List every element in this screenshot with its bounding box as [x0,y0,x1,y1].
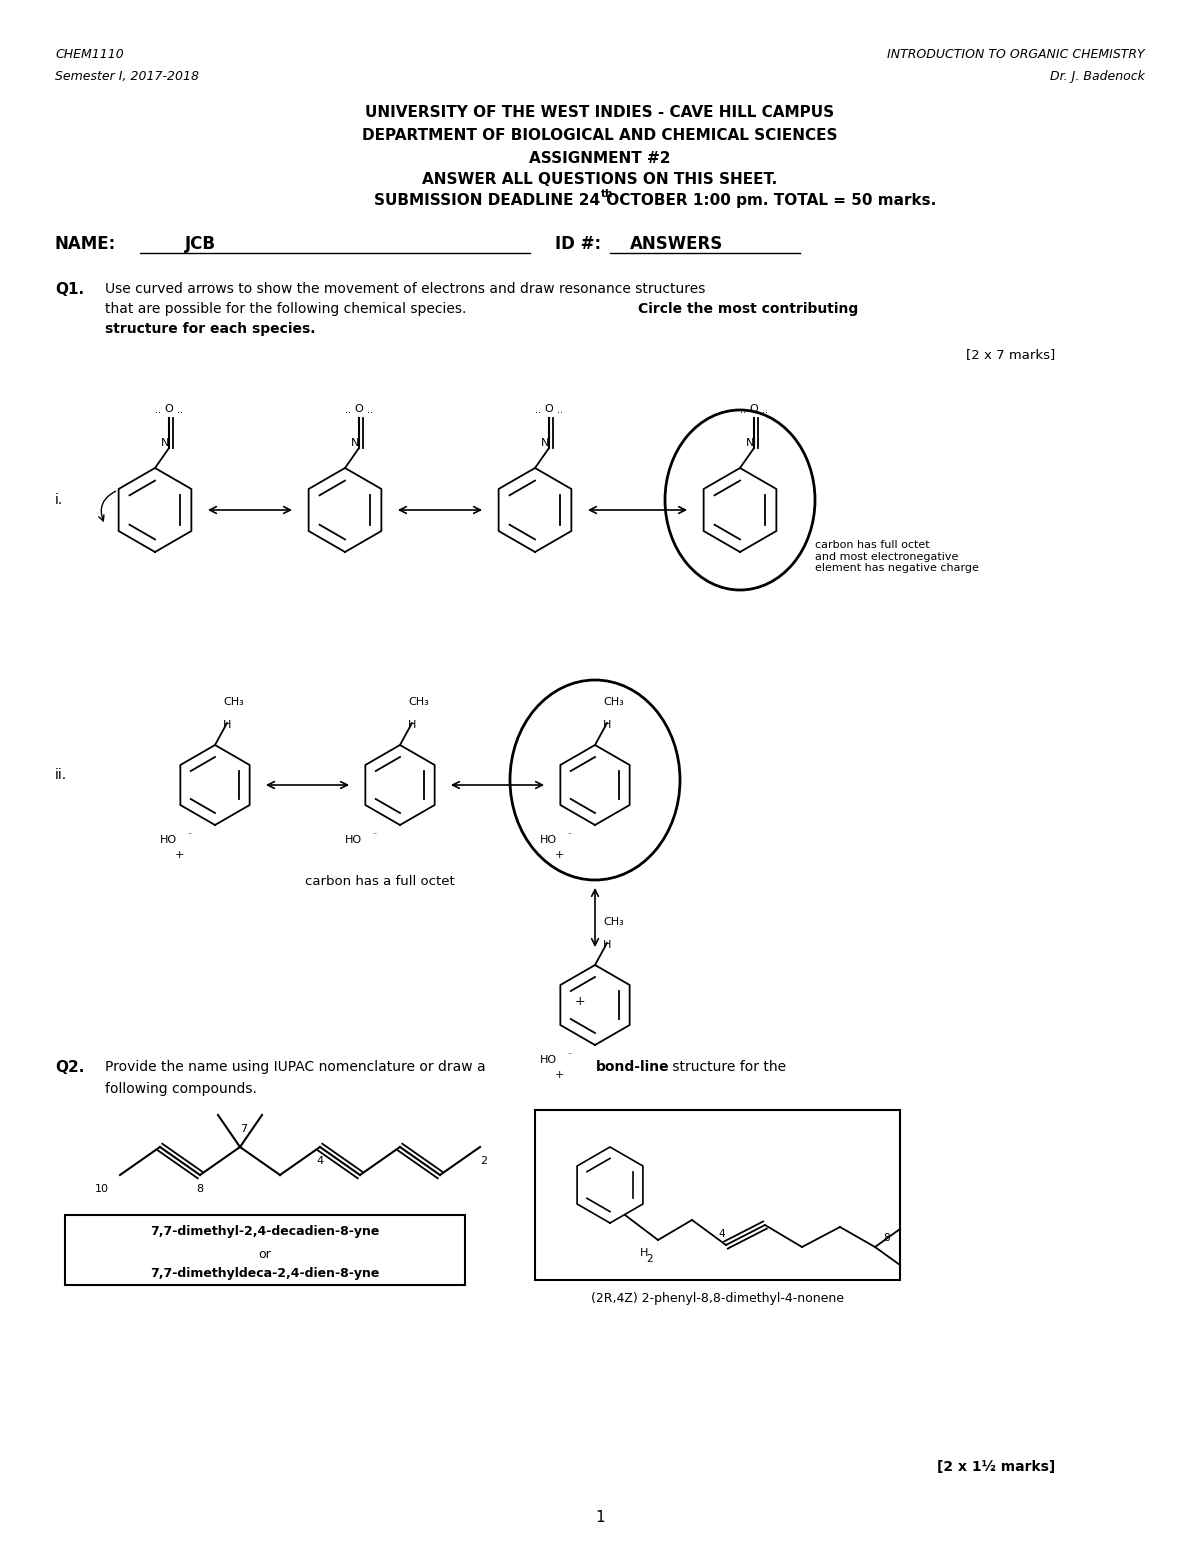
Text: 2: 2 [480,1155,487,1166]
Text: ··: ·· [557,408,563,418]
Text: Q2.: Q2. [55,1061,84,1075]
Text: ASSIGNMENT #2: ASSIGNMENT #2 [529,151,671,166]
Text: JCB: JCB [185,235,216,253]
Text: CH₃: CH₃ [223,697,244,707]
Text: UNIVERSITY OF THE WEST INDIES - CAVE HILL CAMPUS: UNIVERSITY OF THE WEST INDIES - CAVE HIL… [366,106,834,120]
Text: structure for the: structure for the [668,1061,786,1075]
Text: ··: ·· [372,829,377,839]
Text: CH₃: CH₃ [604,916,624,927]
Text: ··: ·· [740,408,746,418]
Text: Dr. J. Badenock: Dr. J. Badenock [1050,70,1145,82]
Bar [65,1214,466,1284]
Text: ··: ·· [535,408,541,418]
Text: 4: 4 [718,1228,725,1239]
Text: 4: 4 [317,1155,324,1166]
Text: [2 x 7 marks]: [2 x 7 marks] [966,348,1055,360]
Text: ··: ·· [367,408,373,418]
Text: 10: 10 [95,1183,109,1194]
Text: carbon has full octet
and most electronegative
element has negative charge: carbon has full octet and most electrone… [815,540,979,573]
Text: Circle the most contributing: Circle the most contributing [638,301,858,315]
Text: ANSWERS: ANSWERS [630,235,724,253]
Text: Provide the name using IUPAC nomenclature or draw a: Provide the name using IUPAC nomenclatur… [106,1061,490,1075]
Text: following compounds.: following compounds. [106,1082,257,1096]
Text: O: O [544,404,553,415]
Text: ··: ·· [187,829,192,839]
Text: CHEM1110: CHEM1110 [55,48,124,61]
Text: H: H [604,721,611,730]
Text: N: N [541,438,550,447]
Text: N: N [352,438,359,447]
Text: ··: ·· [568,829,572,839]
Text: ··: ·· [568,1050,572,1059]
Text: that are possible for the following chemical species.: that are possible for the following chem… [106,301,470,315]
Text: SUBMISSION DEADLINE 24: SUBMISSION DEADLINE 24 [374,193,600,208]
Text: H: H [640,1249,648,1258]
Text: H: H [223,721,232,730]
Text: 8: 8 [883,1233,889,1242]
Text: ··: ·· [155,408,161,418]
Text: +: + [175,849,185,860]
Text: +: + [575,995,586,1008]
Text: (2R,4Z) 2-phenyl-8,8-dimethyl-4-nonene: (2R,4Z) 2-phenyl-8,8-dimethyl-4-nonene [592,1292,844,1305]
Text: or: or [259,1249,271,1261]
Text: 7,7-dimethyl-2,4-decadien-8-yne: 7,7-dimethyl-2,4-decadien-8-yne [150,1225,379,1238]
Text: NAME:: NAME: [55,235,116,253]
Text: Semester I, 2017-2018: Semester I, 2017-2018 [55,70,199,82]
Text: DEPARTMENT OF BIOLOGICAL AND CHEMICAL SCIENCES: DEPARTMENT OF BIOLOGICAL AND CHEMICAL SC… [362,127,838,143]
Text: 1: 1 [595,1510,605,1525]
Text: OCTOBER 1:00 pm. TOTAL = 50 marks.: OCTOBER 1:00 pm. TOTAL = 50 marks. [601,193,936,208]
Text: CH₃: CH₃ [604,697,624,707]
Text: INTRODUCTION TO ORGANIC CHEMISTRY: INTRODUCTION TO ORGANIC CHEMISTRY [887,48,1145,61]
Text: ··: ·· [178,408,182,418]
Text: ii.: ii. [55,769,67,783]
Text: i.: i. [55,492,64,506]
Text: N: N [746,438,755,447]
Text: Q1.: Q1. [55,283,84,297]
Text: H: H [604,940,611,950]
Text: th: th [601,189,613,199]
Text: HO: HO [160,836,178,845]
Text: CH₃: CH₃ [408,697,428,707]
Text: H: H [408,721,416,730]
Text: structure for each species.: structure for each species. [106,321,316,335]
Text: [2 x 1½ marks]: [2 x 1½ marks] [937,1460,1055,1474]
Text: Use curved arrows to show the movement of electrons and draw resonance structure: Use curved arrows to show the movement o… [106,283,706,297]
Text: ··: ·· [346,408,352,418]
Text: ID #:: ID #: [554,235,601,253]
Text: O: O [354,404,362,415]
Text: 7: 7 [240,1124,247,1134]
Text: HO: HO [540,836,557,845]
Text: 2: 2 [646,1253,653,1264]
Text: HO: HO [540,1054,557,1065]
Text: O: O [164,404,173,415]
Text: ANSWER ALL QUESTIONS ON THIS SHEET.: ANSWER ALL QUESTIONS ON THIS SHEET. [422,172,778,186]
Text: ··: ·· [762,408,768,418]
Text: bond-line: bond-line [596,1061,670,1075]
Text: 7,7-dimethyldeca-2,4-dien-8-yne: 7,7-dimethyldeca-2,4-dien-8-yne [150,1267,379,1280]
Text: 8: 8 [197,1183,204,1194]
Text: HO: HO [346,836,362,845]
Bar [535,1110,900,1280]
Text: +: + [554,1070,564,1079]
Text: O: O [749,404,757,415]
Text: carbon has a full octet: carbon has a full octet [305,874,455,888]
Text: +: + [554,849,564,860]
Text: N: N [161,438,169,447]
